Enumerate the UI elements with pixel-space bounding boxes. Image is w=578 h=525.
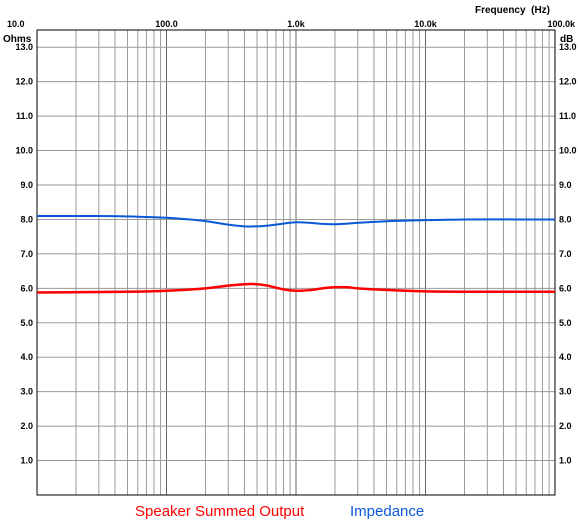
legend-series-2: Impedance: [350, 503, 424, 520]
x-tick-label: 10.0: [7, 19, 25, 29]
y-tick-label-right: 7.0: [559, 249, 572, 259]
y-tick-label-left: 1.0: [20, 456, 33, 466]
y-tick-label-right: 13.0: [559, 42, 577, 52]
y-tick-label-right: 2.0: [559, 421, 572, 431]
x-tick-labels: 10.0 100.0 1.0k 10.0k 100.0k: [7, 19, 576, 29]
y-tick-label-left: 5.0: [20, 318, 33, 328]
y-axis-title-left: Ohms: [3, 34, 32, 45]
y-tick-labels: 1.0 1.0 2.0 2.0 3.0 3.0 4.0 4.0 5.0 5.0 6.0 6.0 7.0 7…: [15, 42, 576, 465]
y-tick-label-left: 9.0: [20, 180, 33, 190]
y-tick-label-left: 13.0: [15, 42, 33, 52]
x-tick-label: 100.0k: [547, 19, 576, 29]
grid-lines: [37, 30, 555, 495]
y-tick-label-right: 12.0: [559, 77, 577, 87]
y-tick-label-right: 11.0: [559, 111, 576, 121]
legend-series-1: Speaker Summed Output: [135, 503, 305, 520]
y-tick-label-right: 5.0: [559, 318, 572, 328]
x-tick-label: 100.0: [155, 19, 178, 29]
y-tick-label-right: 9.0: [559, 180, 572, 190]
series-line-2: [36, 214, 555, 228]
y-tick-label-left: 10.0: [15, 146, 33, 156]
series-lines: [36, 214, 555, 294]
y-tick-label-left: 8.0: [20, 214, 33, 224]
y-tick-label-left: 12.0: [15, 77, 33, 87]
y-axis-title-right: dB: [560, 34, 573, 45]
x-tick-label: 10.0k: [414, 19, 438, 29]
y-tick-label-left: 4.0: [20, 352, 33, 362]
x-tick-label: 1.0k: [287, 19, 306, 29]
plot-frame: [36, 29, 556, 496]
y-tick-label-left: 3.0: [20, 387, 33, 397]
y-tick-label-left: 6.0: [20, 283, 33, 293]
x-axis-title: Frequency (Hz): [475, 5, 550, 16]
y-tick-label-right: 4.0: [559, 352, 572, 362]
y-tick-label-right: 8.0: [559, 214, 572, 224]
y-tick-label-right: 3.0: [559, 387, 572, 397]
y-tick-label-right: 6.0: [559, 283, 572, 293]
y-tick-label-left: 7.0: [20, 249, 33, 259]
series-line-1: [36, 282, 555, 294]
y-tick-label-right: 10.0: [559, 146, 577, 156]
y-tick-label-right: 1.0: [559, 456, 572, 466]
y-tick-label-left: 11.0: [16, 111, 33, 121]
y-tick-label-left: 2.0: [20, 421, 33, 431]
